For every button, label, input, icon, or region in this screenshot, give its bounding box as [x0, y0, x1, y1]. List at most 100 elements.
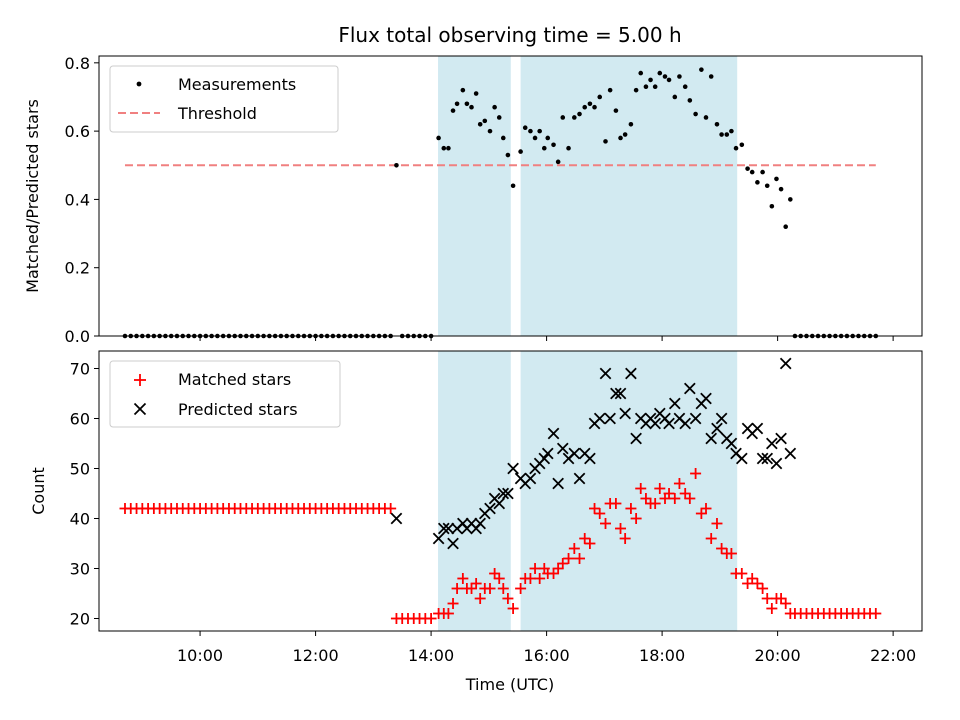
measurement-point: [666, 77, 672, 83]
matched-star-point: [625, 503, 637, 514]
measurement-point: [693, 111, 698, 117]
predicted-star-point: [770, 457, 783, 470]
x-tick-label: 18:00: [639, 646, 685, 665]
matched-star-point: [716, 543, 728, 554]
measurement-point: [613, 108, 619, 113]
predicted-star-point: [524, 472, 537, 485]
measurement-point: [618, 135, 623, 141]
matched-star-point: [507, 603, 519, 614]
measurement-point: [469, 104, 474, 110]
measurement-point: [778, 186, 784, 192]
matched-star-point: [679, 488, 691, 499]
predicted-star-point: [541, 447, 554, 460]
predicted-legend-marker: [133, 402, 147, 416]
matched-star-point: [447, 598, 459, 609]
predicted-star-point: [599, 367, 612, 380]
measurement-point: [500, 135, 506, 141]
measurement-point: [441, 145, 447, 151]
measurement-point: [714, 121, 720, 127]
predicted-star-point: [649, 417, 662, 430]
predicted-star-point: [604, 412, 616, 425]
measurement-point: [464, 101, 470, 107]
predicted-star-point: [630, 432, 642, 445]
measurement-point: [522, 125, 528, 131]
matched-star-point: [493, 573, 505, 584]
matched-star-point: [635, 483, 647, 494]
bottom-legend-box: [109, 360, 341, 428]
matched-star-point: [524, 573, 536, 584]
measurement-point: [454, 101, 460, 107]
matched-star-point: [425, 613, 437, 624]
predicted-star-point: [700, 392, 712, 405]
predicted-star-point: [705, 432, 718, 445]
predicted-star-point: [735, 452, 748, 465]
measurement-point: [719, 132, 724, 137]
bottom-y-tick-label: 20: [70, 610, 90, 629]
predicted-star-point: [625, 367, 637, 380]
measurement-point: [783, 224, 788, 230]
shaded-interval-1: [438, 56, 511, 336]
top-y-ticks: 0.0 0.2 0.4 0.6 0.8: [65, 54, 99, 346]
measurement-point: [450, 108, 456, 113]
matched-star-point: [548, 568, 560, 579]
x-tick-label: 12:00: [293, 646, 339, 665]
matched-star-point: [600, 518, 612, 529]
matched-star-point: [594, 508, 606, 519]
matched-star-point: [534, 573, 546, 584]
predicted-star-point: [715, 412, 728, 425]
measurement-point: [572, 115, 577, 120]
x-tick-label: 20:00: [755, 646, 801, 665]
predicted-star-point: [568, 447, 581, 460]
measurement-point: [532, 135, 538, 141]
matched-star-point: [489, 568, 501, 579]
measurement-point: [672, 94, 678, 100]
bottom-panel: 20 30 40 50 60 70 10:00 12:00 14:00 16:00 18:00 20…: [29, 350, 923, 694]
measurement-point: [749, 169, 755, 175]
matched-star-point: [552, 563, 564, 574]
bottom-y-ticks: 20 30 40 50 60 70: [70, 360, 99, 629]
matched-star-point: [870, 608, 882, 619]
predicted-star-point: [756, 452, 769, 465]
bottom-y-axis-label: Count: [29, 467, 48, 515]
matched-star-point: [663, 488, 675, 499]
measurement-point: [460, 87, 466, 93]
matched-star-point: [761, 593, 773, 604]
matched-star-point: [757, 583, 769, 594]
predicted-star-point: [593, 412, 606, 425]
predicted-star-point: [679, 417, 692, 430]
measurement-point: [648, 77, 653, 83]
matched-star-point: [654, 483, 666, 494]
chart-title: Flux total observing time = 5.00 h: [338, 23, 681, 47]
x-axis-label: Time (UTC): [465, 675, 554, 694]
measurement-point: [473, 91, 479, 96]
matched-star-point: [557, 558, 569, 569]
predicted-star-point: [497, 487, 510, 500]
matched-star-point: [775, 593, 787, 604]
matched-star-point: [615, 523, 627, 534]
measurement-point: [545, 135, 551, 141]
bottom-shaded-intervals: [438, 351, 738, 631]
measurement-point: [587, 101, 593, 107]
measurement-point: [643, 84, 649, 90]
measurement-point: [652, 84, 658, 90]
predicted-star-point: [552, 477, 564, 490]
matched-star-point: [579, 533, 591, 544]
matched-star-point: [457, 573, 469, 584]
matched-star-point: [466, 583, 478, 594]
predicted-star-point: [766, 437, 778, 450]
matched-star-point: [568, 543, 580, 554]
x-tick-label: 14:00: [408, 646, 454, 665]
predicted-star-point: [779, 357, 792, 370]
shaded-interval-2: [520, 56, 738, 336]
matched-star-point: [470, 578, 482, 589]
matched-star-point: [502, 593, 514, 604]
matched-star-point: [497, 583, 509, 594]
measurement-point: [482, 118, 488, 124]
predicted-star-point: [447, 537, 459, 550]
measurement-point: [560, 115, 566, 120]
matched-star-point: [385, 503, 397, 514]
measurement-point: [603, 139, 608, 144]
predicted-star-point: [390, 512, 403, 525]
measurement-point: [699, 67, 704, 72]
predicted-star-point: [432, 532, 445, 545]
